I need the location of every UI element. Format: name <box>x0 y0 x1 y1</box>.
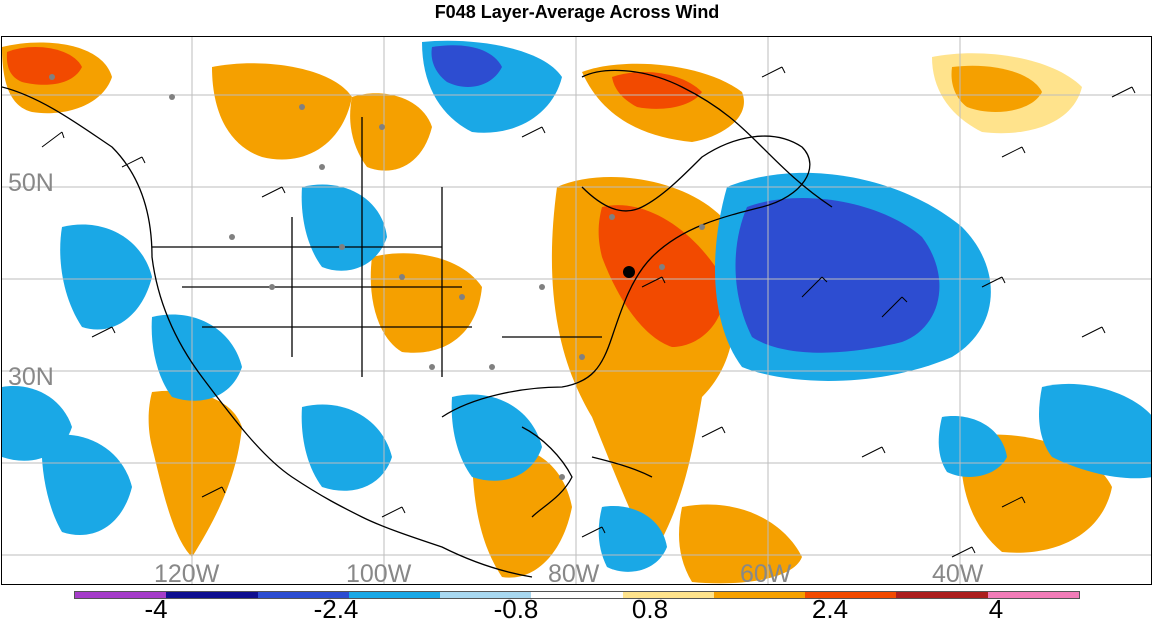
map-panel: 50N 30N 120W 100W 80W 60W 40W <box>1 36 1152 585</box>
lat-label-30n: 30N <box>8 363 54 391</box>
lon-label-100w: 100W <box>346 560 412 585</box>
highlight-station-marker <box>623 266 635 278</box>
colorbar-segment <box>531 592 623 598</box>
map-title: F048 Layer-Average Across Wind <box>434 2 720 22</box>
station-markers <box>49 74 705 480</box>
colorbar-segment <box>805 592 897 598</box>
colorbar-segment <box>440 592 532 598</box>
colorbar-segment <box>257 592 349 598</box>
colorbar-segment <box>166 592 258 598</box>
colorbar-segment <box>896 592 988 598</box>
colorbar-tick-label: 2.4 <box>811 594 849 624</box>
colorbar-tick-label: -4 <box>144 594 168 624</box>
colorbar-segment <box>622 592 714 598</box>
lon-label-120w: 120W <box>154 560 220 585</box>
colorbar-segment <box>75 592 167 598</box>
lat-lon-grid <box>2 37 1151 584</box>
wind-barbs <box>41 66 1136 558</box>
colorbar-tick-label: -0.8 <box>493 594 539 624</box>
color-scale-bar <box>74 591 1080 599</box>
lon-label-40w: 40W <box>932 560 984 585</box>
colorbar-segment <box>987 592 1079 598</box>
colorbar-segment <box>348 592 441 598</box>
shaded-field <box>2 40 1151 584</box>
colorbar-tick-label: -2.4 <box>313 594 359 624</box>
lon-label-80w: 80W <box>548 560 600 585</box>
lat-label-50n: 50N <box>8 169 54 197</box>
across-wind-map: 50N 30N 120W 100W 80W 60W 40W <box>2 37 1151 585</box>
colorbar-segment <box>713 592 806 598</box>
colorbar-tick-label: 4 <box>988 594 1004 624</box>
coastlines <box>2 69 833 578</box>
colorbar-tick-label: 0.8 <box>631 594 669 624</box>
lon-label-60w: 60W <box>740 560 792 585</box>
